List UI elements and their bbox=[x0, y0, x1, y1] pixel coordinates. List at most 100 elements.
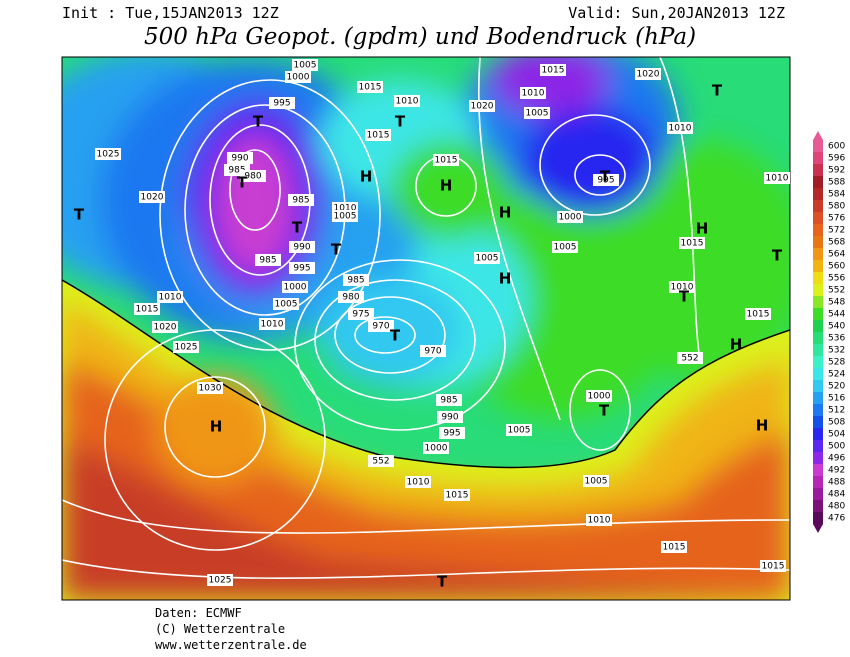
colorbar-label: 552 bbox=[828, 286, 845, 296]
label-box bbox=[669, 281, 695, 293]
colorbar-swatch bbox=[813, 344, 823, 356]
label-box bbox=[368, 320, 394, 332]
isobar-label: 1010 bbox=[261, 320, 284, 330]
label-box bbox=[139, 191, 165, 203]
label-box bbox=[394, 95, 420, 107]
colorbar-label: 504 bbox=[828, 430, 845, 440]
colorbar-label: 548 bbox=[828, 298, 845, 308]
label-box bbox=[679, 237, 705, 249]
map-frame bbox=[61, 56, 791, 601]
colorbar-label: 484 bbox=[828, 490, 845, 500]
isobar-label: 1010 bbox=[407, 478, 430, 488]
isobar-label: 1010 bbox=[334, 204, 357, 214]
colorbar-label: 524 bbox=[828, 370, 845, 380]
isobar-label: 995 bbox=[293, 264, 310, 274]
colorbar-swatch bbox=[813, 488, 823, 500]
label-box bbox=[524, 107, 550, 119]
colorbar-swatch bbox=[813, 380, 823, 392]
isobar-label: 1010 bbox=[766, 174, 789, 184]
isobar-label: 1015 bbox=[542, 66, 565, 76]
isobar-label: 975 bbox=[352, 310, 369, 320]
pressure-center: H bbox=[756, 417, 769, 435]
pressure-center: T bbox=[331, 241, 342, 259]
isobar-label: 1000 bbox=[588, 392, 611, 402]
colorbar-label: 596 bbox=[828, 154, 845, 164]
isobar-label: 1005 bbox=[275, 300, 298, 310]
colorbar-label: 500 bbox=[828, 442, 845, 452]
colorbar-label: 496 bbox=[828, 454, 845, 464]
colorbar-swatch bbox=[813, 176, 823, 188]
isobar-label: 1020 bbox=[637, 70, 660, 80]
colorbar-label: 536 bbox=[828, 334, 845, 344]
pressure-center: T bbox=[599, 402, 610, 420]
colorbar-swatch bbox=[813, 404, 823, 416]
isobar-label: 1030 bbox=[199, 384, 222, 394]
label-box bbox=[368, 455, 394, 467]
isobar-label: 970 bbox=[424, 347, 441, 357]
colorbar-label: 576 bbox=[828, 214, 845, 224]
isobar-label: 1005 bbox=[526, 109, 549, 119]
isobar-label: 1010 bbox=[396, 97, 419, 107]
label-box bbox=[635, 68, 661, 80]
colorbar-swatch bbox=[813, 200, 823, 212]
pressure-center: T bbox=[237, 174, 248, 192]
label-box bbox=[348, 308, 374, 320]
colorbar-swatch bbox=[813, 392, 823, 404]
isobar-label: 1005 bbox=[554, 243, 577, 253]
isobar-label: 970 bbox=[372, 322, 389, 332]
colorbar-swatch bbox=[813, 512, 823, 524]
colorbar-label: 564 bbox=[828, 250, 845, 260]
label-box bbox=[338, 291, 364, 303]
colorbar-label: 520 bbox=[828, 382, 845, 392]
isobar-label: 1015 bbox=[367, 131, 390, 141]
pressure-center: T bbox=[74, 206, 85, 224]
isobar-label: 985 bbox=[292, 196, 309, 206]
pressure-center: H bbox=[730, 336, 743, 354]
isobar-label: 1020 bbox=[154, 323, 177, 333]
label-box bbox=[439, 427, 465, 439]
colorbar-label: 540 bbox=[828, 322, 845, 332]
colorbar-label: 560 bbox=[828, 262, 845, 272]
label-box bbox=[433, 154, 459, 166]
label-box bbox=[255, 254, 281, 266]
isobar-label: 985 bbox=[347, 276, 364, 286]
isobar-label: 1015 bbox=[136, 305, 159, 315]
pressure-center: H bbox=[696, 220, 709, 238]
label-box bbox=[405, 476, 431, 488]
colorbar-swatch bbox=[813, 272, 823, 284]
pressure-center: H bbox=[210, 418, 223, 436]
footer-line: Daten: ECMWF bbox=[155, 606, 242, 620]
colorbar-swatch bbox=[813, 248, 823, 260]
pressure-center: H bbox=[440, 177, 453, 195]
isobar-label: 1025 bbox=[209, 576, 232, 586]
map-title: 500 hPa Geopot. (gpdm) und Bodendruck (h… bbox=[144, 24, 696, 50]
label-box bbox=[474, 252, 500, 264]
isobar-label: 1010 bbox=[669, 124, 692, 134]
colorbar-label: 508 bbox=[828, 418, 845, 428]
colorbar-label: 492 bbox=[828, 466, 845, 476]
colorbar-swatch bbox=[813, 332, 823, 344]
pressure-center: H bbox=[499, 270, 512, 288]
label-box bbox=[259, 318, 285, 330]
isobar-label: 1005 bbox=[508, 426, 531, 436]
isobar-label: 1025 bbox=[175, 343, 198, 353]
label-box bbox=[420, 345, 446, 357]
label-box bbox=[557, 211, 583, 223]
label-box bbox=[173, 341, 199, 353]
label-box bbox=[273, 298, 299, 310]
isobar-label: 1015 bbox=[747, 310, 770, 320]
isobar-label: 995 bbox=[443, 429, 460, 439]
label-box bbox=[357, 81, 383, 93]
isobar-label: 1010 bbox=[588, 516, 611, 526]
label-box bbox=[583, 475, 609, 487]
colorbar-arrow bbox=[813, 131, 823, 140]
colorbar-swatch bbox=[813, 152, 823, 164]
pressure-center: T bbox=[253, 113, 264, 131]
label-box bbox=[289, 262, 315, 274]
label-box bbox=[593, 174, 619, 186]
isobar-label: 1020 bbox=[141, 193, 164, 203]
colorbar-label: 572 bbox=[828, 226, 845, 236]
map-field bbox=[62, 57, 790, 600]
colorbar-arrow bbox=[813, 524, 823, 533]
footer-line: (C) Wetterzentrale bbox=[155, 622, 285, 636]
